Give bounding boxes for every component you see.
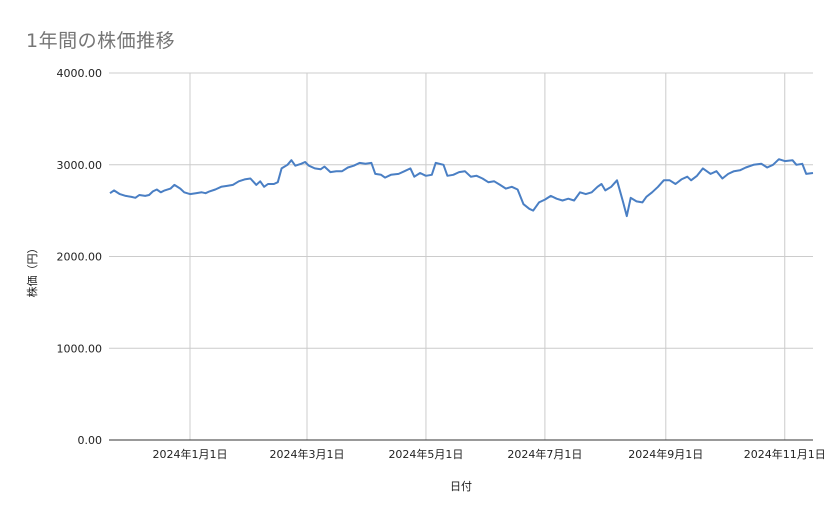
x-tick-label: 2024年5月1日 xyxy=(388,447,463,461)
gridlines xyxy=(109,72,813,440)
chart-title: 1年間の株価推移 xyxy=(26,30,176,52)
y-tick-label: 0.00 xyxy=(78,434,103,447)
x-axis-ticks: 2024年1月1日 2024年3月1日 2024年5月1日 2024年7月1日 2024… xyxy=(153,447,826,461)
y-tick-label: 1000.00 xyxy=(57,342,103,355)
price-line xyxy=(109,158,814,218)
y-tick-label: 3000.00 xyxy=(57,159,103,172)
x-tick-label: 2024年7月1日 xyxy=(507,447,582,461)
y-axis-title: 株価（円） xyxy=(25,243,39,298)
y-tick-label: 4000.00 xyxy=(57,67,103,80)
y-axis-ticks: 0.00 1000.00 2000.00 3000.00 4000.00 xyxy=(57,67,103,447)
x-tick-label: 2024年9月1日 xyxy=(628,447,703,461)
x-tick-label: 2024年1月1日 xyxy=(153,447,228,461)
y-tick-label: 2000.00 xyxy=(57,251,103,264)
x-tick-label: 2024年11月1日 xyxy=(744,447,826,461)
x-axis-title: 日付 xyxy=(450,480,472,493)
x-tick-label: 2024年3月1日 xyxy=(270,447,345,461)
